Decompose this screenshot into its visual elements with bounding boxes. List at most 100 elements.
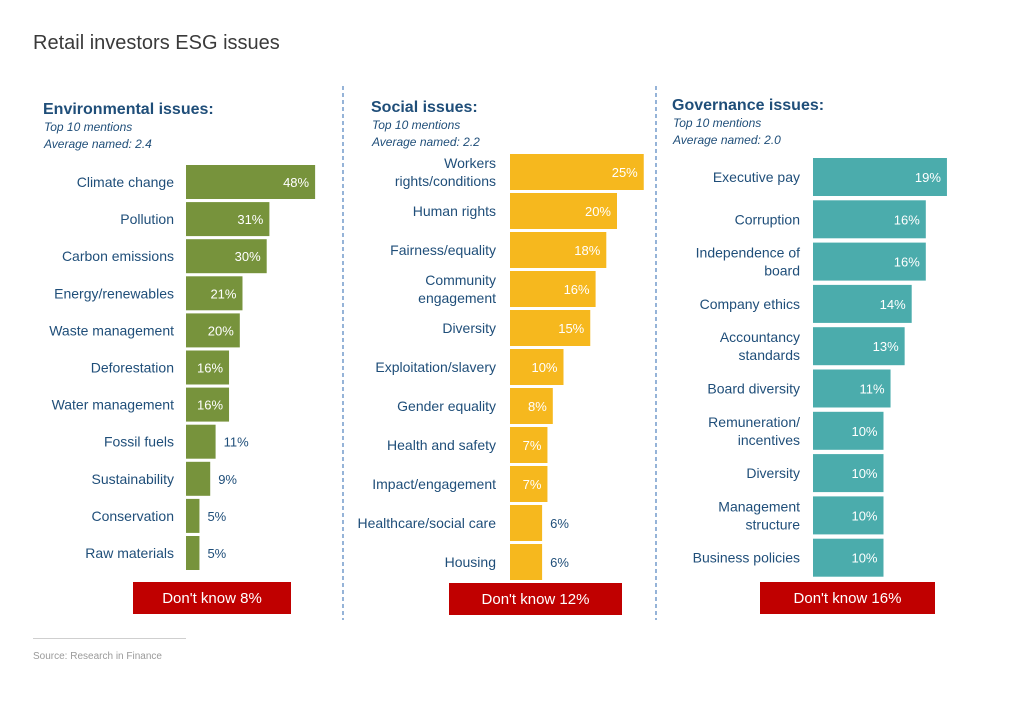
environmental-category-label: Sustainability	[92, 471, 175, 487]
environmental-category-label: Fossil fuels	[104, 434, 174, 450]
environmental-category-label: Climate change	[77, 174, 174, 190]
environmental-bar-value-label: 16%	[197, 398, 223, 413]
environmental-dont-know-label: Don't know 8%	[162, 590, 262, 607]
social-panel-subtitle: Average named: 2.2	[371, 135, 480, 149]
governance-category-label: Remuneration/	[708, 414, 800, 430]
governance-bar	[813, 327, 905, 366]
social-panel-title: Social issues:	[371, 99, 478, 116]
social-bar-value-label: 15%	[558, 321, 584, 336]
social-bar	[510, 232, 607, 268]
governance-category-label: Management	[718, 498, 800, 514]
environmental-bar	[186, 239, 267, 274]
social-bar-value-label: 25%	[612, 165, 638, 180]
governance-bar-value-label: 16%	[894, 212, 920, 227]
social-category-label: Housing	[445, 554, 496, 570]
environmental-bar-value-label: 48%	[283, 175, 309, 190]
environmental-panel-subtitle: Top 10 mentions	[44, 120, 132, 134]
source-divider	[33, 638, 186, 639]
environmental-dont-know-box	[133, 582, 291, 614]
social-category-label: Workers	[444, 155, 496, 171]
environmental-bar	[186, 461, 211, 496]
governance-category-label: Business policies	[693, 550, 800, 566]
social-bar	[510, 466, 548, 502]
social-bar	[510, 271, 596, 307]
social-category-label: Fairness/equality	[390, 242, 496, 258]
social-category-label: Health and safety	[387, 437, 496, 453]
environmental-bar-value-label: 5%	[207, 509, 226, 524]
governance-bar-value-label: 10%	[851, 551, 877, 566]
governance-bar-value-label: 10%	[851, 424, 877, 439]
environmental-bar	[186, 498, 200, 533]
social-dont-know-label: Don't know 12%	[482, 591, 590, 608]
environmental-bar-value-label: 30%	[235, 249, 261, 264]
environmental-category-label: Deforestation	[91, 360, 174, 376]
environmental-bar-value-label: 11%	[224, 435, 249, 450]
social-bar	[510, 427, 548, 463]
governance-bar	[813, 284, 912, 323]
social-bar-value-label: 20%	[585, 204, 611, 219]
governance-bar-value-label: 10%	[851, 508, 877, 523]
environmental-bar-value-label: 21%	[210, 286, 236, 301]
social-category-label: Exploitation/slavery	[375, 359, 496, 375]
environmental-category-label: Waste management	[49, 322, 174, 338]
social-category-label: Gender equality	[397, 398, 496, 414]
social-bar-value-label: 6%	[550, 555, 569, 570]
environmental-bar	[186, 313, 240, 348]
social-bar	[510, 544, 543, 580]
governance-category-label: Board diversity	[707, 381, 800, 397]
governance-panel-title: Governance issues:	[672, 97, 824, 114]
social-bar-value-label: 18%	[574, 243, 600, 258]
governance-bar	[813, 411, 884, 450]
environmental-category-label: Water management	[52, 397, 175, 413]
social-category-label: Healthcare/social care	[357, 515, 496, 531]
governance-category-label: board	[764, 263, 800, 279]
social-bar-value-label: 7%	[523, 438, 542, 453]
social-bar-value-label: 16%	[564, 282, 590, 297]
social-bar	[510, 310, 591, 346]
social-category-label: Community	[425, 272, 496, 288]
governance-category-label: Executive pay	[713, 169, 800, 185]
environmental-bar-value-label: 16%	[197, 361, 223, 376]
governance-category-label: Corruption	[735, 211, 800, 227]
governance-bar	[813, 158, 947, 196]
governance-bar-value-label: 10%	[851, 466, 877, 481]
environmental-bar	[186, 424, 216, 459]
governance-category-label: Company ethics	[700, 296, 800, 312]
social-category-label: Impact/engagement	[372, 476, 496, 492]
social-category-label: Diversity	[442, 320, 496, 336]
social-bar-value-label: 10%	[531, 360, 557, 375]
governance-bar	[813, 200, 926, 239]
governance-bar	[813, 538, 884, 577]
governance-panel-subtitle: Top 10 mentions	[673, 116, 761, 130]
social-bar	[510, 505, 543, 541]
governance-bar-value-label: 11%	[859, 382, 884, 397]
page-title: Retail investors ESG issues	[33, 32, 280, 54]
environmental-bar-value-label: 9%	[218, 472, 237, 487]
environmental-category-label: Energy/renewables	[54, 285, 174, 301]
social-bar	[510, 193, 617, 229]
governance-category-label: incentives	[738, 432, 800, 448]
environmental-bar	[186, 387, 230, 422]
governance-bar	[813, 496, 884, 535]
social-bar	[510, 154, 644, 190]
governance-bar-value-label: 19%	[915, 170, 941, 185]
environmental-category-label: Conservation	[92, 508, 175, 524]
governance-bar-value-label: 13%	[873, 339, 899, 354]
environmental-category-label: Carbon emissions	[62, 248, 174, 264]
social-category-label: Human rights	[413, 203, 496, 219]
environmental-bar	[186, 276, 243, 311]
social-category-label: engagement	[418, 290, 496, 306]
environmental-bar-value-label: 5%	[207, 546, 226, 561]
social-bar-value-label: 8%	[528, 399, 547, 414]
social-bar	[510, 349, 564, 385]
environmental-bar	[186, 165, 316, 199]
governance-category-label: Independence of	[696, 245, 800, 261]
environmental-panel-subtitle: Average named: 2.4	[43, 137, 152, 151]
social-category-label: rights/conditions	[395, 173, 496, 189]
governance-category-label: structure	[746, 516, 801, 532]
social-bar-value-label: 6%	[550, 516, 569, 531]
source-note: Source: Research in Finance	[33, 651, 162, 662]
environmental-category-label: Raw materials	[85, 545, 174, 561]
governance-bar-value-label: 14%	[880, 297, 906, 312]
